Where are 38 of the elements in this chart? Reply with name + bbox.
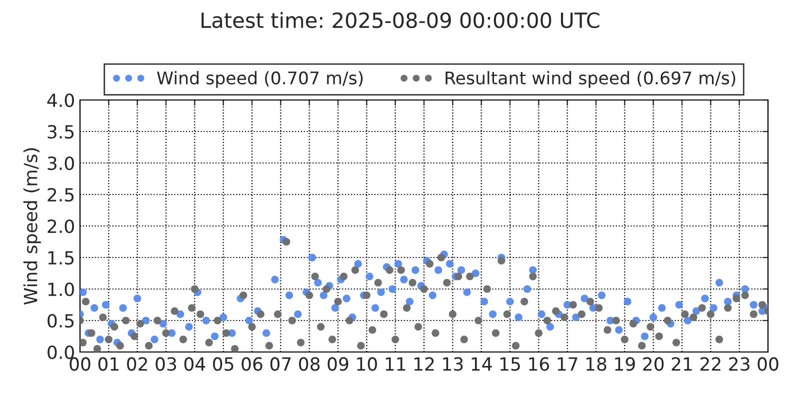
- x-tick-label: 00: [70, 357, 90, 371]
- y-tick-label: 2.0: [48, 219, 74, 234]
- x-tick-label: 06: [242, 357, 262, 371]
- y-tick-label: 4.0: [47, 93, 74, 108]
- x-tick-label: 05: [213, 357, 234, 371]
- x-tick-label: 12: [414, 357, 434, 371]
- x-tick-label: 00: [758, 357, 778, 371]
- x-tick-label: 11: [386, 357, 406, 371]
- x-tick-label: 14: [472, 357, 492, 371]
- x-tick-label: 22: [700, 357, 720, 371]
- x-tick-label: 15: [500, 357, 520, 371]
- x-tick-label: 23: [729, 357, 750, 371]
- y-tick-label: 3.5: [48, 124, 74, 139]
- x-tick-label: 16: [529, 357, 550, 371]
- legend-label: Resultant wind speed (0.697 m/s): [446, 71, 736, 88]
- y-tick-label: 1.0: [48, 282, 74, 296]
- x-tick-label: 13: [443, 357, 463, 371]
- x-tick-label: 01: [98, 357, 118, 371]
- x-tick-label: 20: [643, 357, 664, 371]
- y-axis-title: Wind speed (m/s): [23, 148, 41, 305]
- y-tick-label: 1.5: [48, 251, 74, 265]
- chart-title: Latest time: 2025-08-09 00:00:00 UTC: [202, 12, 600, 28]
- x-tick-label: 02: [127, 357, 148, 371]
- y-tick-label: 3.0: [48, 156, 74, 170]
- y-tick-label: 0.0: [48, 345, 74, 360]
- x-tick-label: 09: [328, 357, 348, 371]
- x-tick-label: 19: [615, 357, 635, 371]
- x-tick-label: 10: [357, 357, 377, 371]
- legend-label: Wind speed (0.707 m/s): [157, 71, 363, 88]
- x-tick-label: 04: [184, 357, 206, 371]
- y-tick-label: 2.5: [48, 188, 74, 202]
- x-tick-label: 07: [270, 357, 291, 371]
- x-tick-label: 08: [299, 357, 320, 371]
- x-tick-label: 21: [672, 357, 692, 371]
- x-tick-label: 03: [156, 357, 176, 371]
- y-tick-label: 0.5: [48, 314, 74, 328]
- x-tick-label: 17: [558, 357, 578, 371]
- x-tick-label: 18: [586, 357, 606, 371]
